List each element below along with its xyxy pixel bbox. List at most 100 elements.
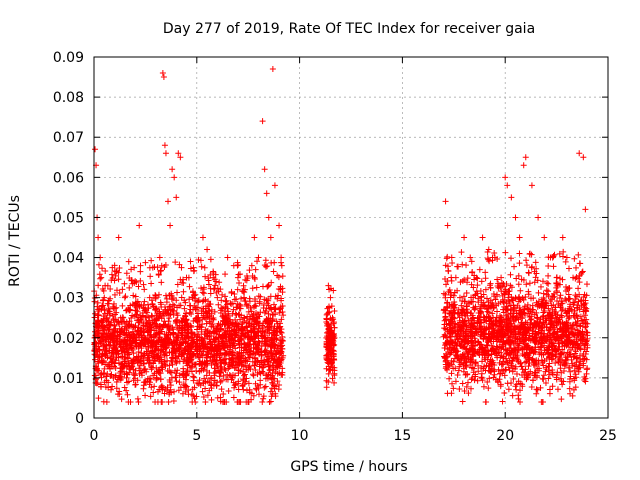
data-point	[190, 318, 197, 325]
data-point	[324, 310, 331, 317]
data-point	[549, 366, 556, 373]
data-point	[499, 292, 506, 299]
data-point	[493, 291, 500, 298]
data-point	[92, 146, 99, 153]
data-point	[515, 344, 522, 351]
data-point	[578, 297, 585, 304]
data-point	[582, 341, 589, 348]
data-point	[571, 375, 578, 382]
x-axis-label: GPS time / hours	[290, 459, 407, 475]
data-point	[446, 310, 453, 317]
data-point	[98, 306, 105, 313]
data-point	[241, 289, 248, 296]
data-point	[520, 338, 527, 345]
data-point	[263, 337, 270, 344]
data-point	[478, 344, 485, 351]
data-point	[182, 312, 189, 319]
data-point	[472, 373, 479, 380]
data-point	[136, 301, 143, 308]
data-point	[442, 332, 449, 339]
data-point	[502, 288, 509, 295]
data-point	[245, 354, 252, 361]
data-point	[545, 327, 552, 334]
data-point	[234, 354, 241, 361]
data-point	[104, 318, 111, 325]
data-point	[463, 332, 470, 339]
data-point	[508, 194, 515, 201]
data-point	[510, 302, 517, 309]
data-point	[117, 369, 124, 376]
data-point	[177, 344, 184, 351]
data-point	[484, 378, 491, 385]
data-point	[262, 383, 269, 390]
data-point	[522, 352, 529, 359]
data-point	[194, 379, 201, 386]
data-point	[210, 348, 217, 355]
data-point	[486, 258, 493, 265]
data-point	[448, 361, 455, 368]
data-point	[187, 258, 194, 265]
data-point	[181, 334, 188, 341]
data-point	[115, 276, 122, 283]
data-point	[466, 346, 473, 353]
data-point	[519, 315, 526, 322]
data-point	[280, 312, 287, 319]
data-point	[206, 369, 213, 376]
data-point	[241, 298, 248, 305]
data-point	[583, 370, 590, 377]
data-point	[121, 384, 128, 391]
data-point	[582, 206, 589, 213]
data-point	[464, 275, 471, 282]
data-point	[245, 398, 252, 405]
data-point	[525, 306, 532, 313]
data-point	[504, 326, 511, 333]
data-point	[262, 257, 269, 264]
data-point	[95, 282, 102, 289]
data-point	[253, 309, 260, 316]
data-point	[570, 353, 577, 360]
data-point	[565, 285, 572, 292]
data-point	[330, 316, 337, 323]
data-point	[162, 340, 169, 347]
data-point	[526, 359, 533, 366]
data-point	[562, 327, 569, 334]
data-point	[485, 352, 492, 359]
data-point	[503, 359, 510, 366]
data-point	[563, 310, 570, 317]
data-point	[468, 337, 475, 344]
data-point	[513, 275, 520, 282]
data-point	[204, 392, 211, 399]
data-point	[579, 328, 586, 335]
data-point	[261, 356, 268, 363]
data-point	[279, 308, 286, 315]
data-point	[144, 338, 151, 345]
data-point	[132, 300, 139, 307]
data-point	[554, 289, 561, 296]
data-point	[533, 374, 540, 381]
data-point	[576, 329, 583, 336]
data-point	[134, 308, 141, 315]
data-point	[164, 323, 171, 330]
data-point	[98, 370, 105, 377]
data-point	[104, 354, 111, 361]
data-point	[553, 280, 560, 287]
data-point	[478, 374, 485, 381]
data-point	[329, 375, 336, 382]
data-point	[324, 359, 331, 366]
data-point	[278, 262, 285, 269]
data-point	[503, 281, 510, 288]
data-point	[99, 359, 106, 366]
data-point	[502, 174, 509, 181]
data-point	[108, 271, 115, 278]
data-point	[251, 335, 258, 342]
data-point	[325, 320, 332, 327]
data-point	[504, 182, 511, 189]
data-point	[579, 269, 586, 276]
data-point	[251, 355, 258, 362]
data-point	[520, 296, 527, 303]
data-point	[550, 290, 557, 297]
data-point	[459, 351, 466, 358]
data-point	[450, 308, 457, 315]
data-point	[545, 288, 552, 295]
data-point	[157, 376, 164, 383]
